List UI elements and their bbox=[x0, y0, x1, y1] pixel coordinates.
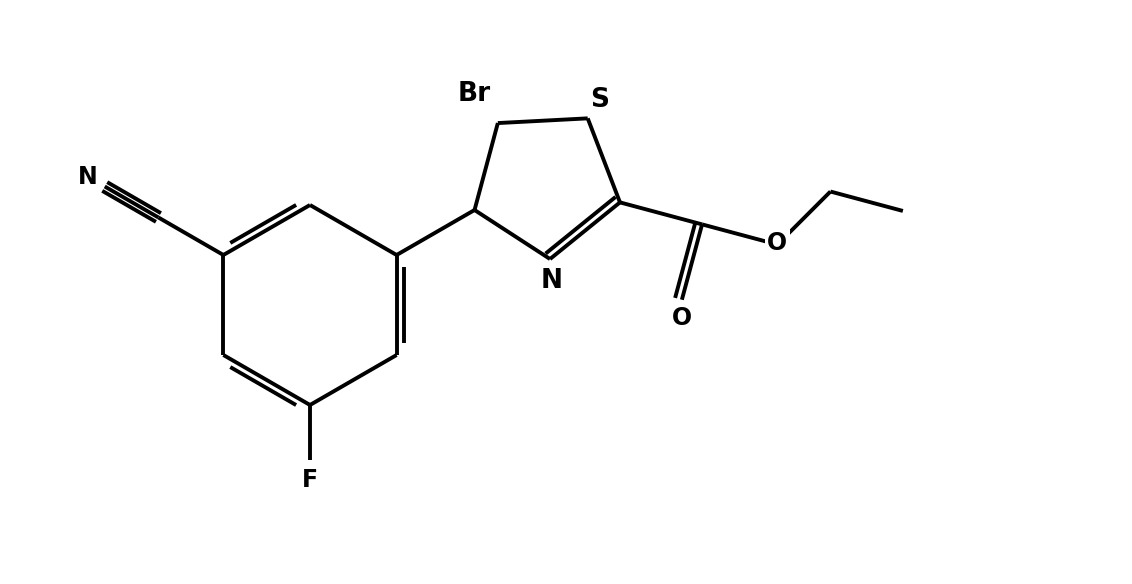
Text: N: N bbox=[78, 165, 97, 189]
Text: Br: Br bbox=[457, 81, 490, 106]
Text: O: O bbox=[671, 305, 692, 330]
Text: F: F bbox=[302, 468, 318, 492]
Text: N: N bbox=[540, 268, 563, 294]
Text: O: O bbox=[767, 231, 788, 255]
Text: S: S bbox=[590, 87, 609, 113]
